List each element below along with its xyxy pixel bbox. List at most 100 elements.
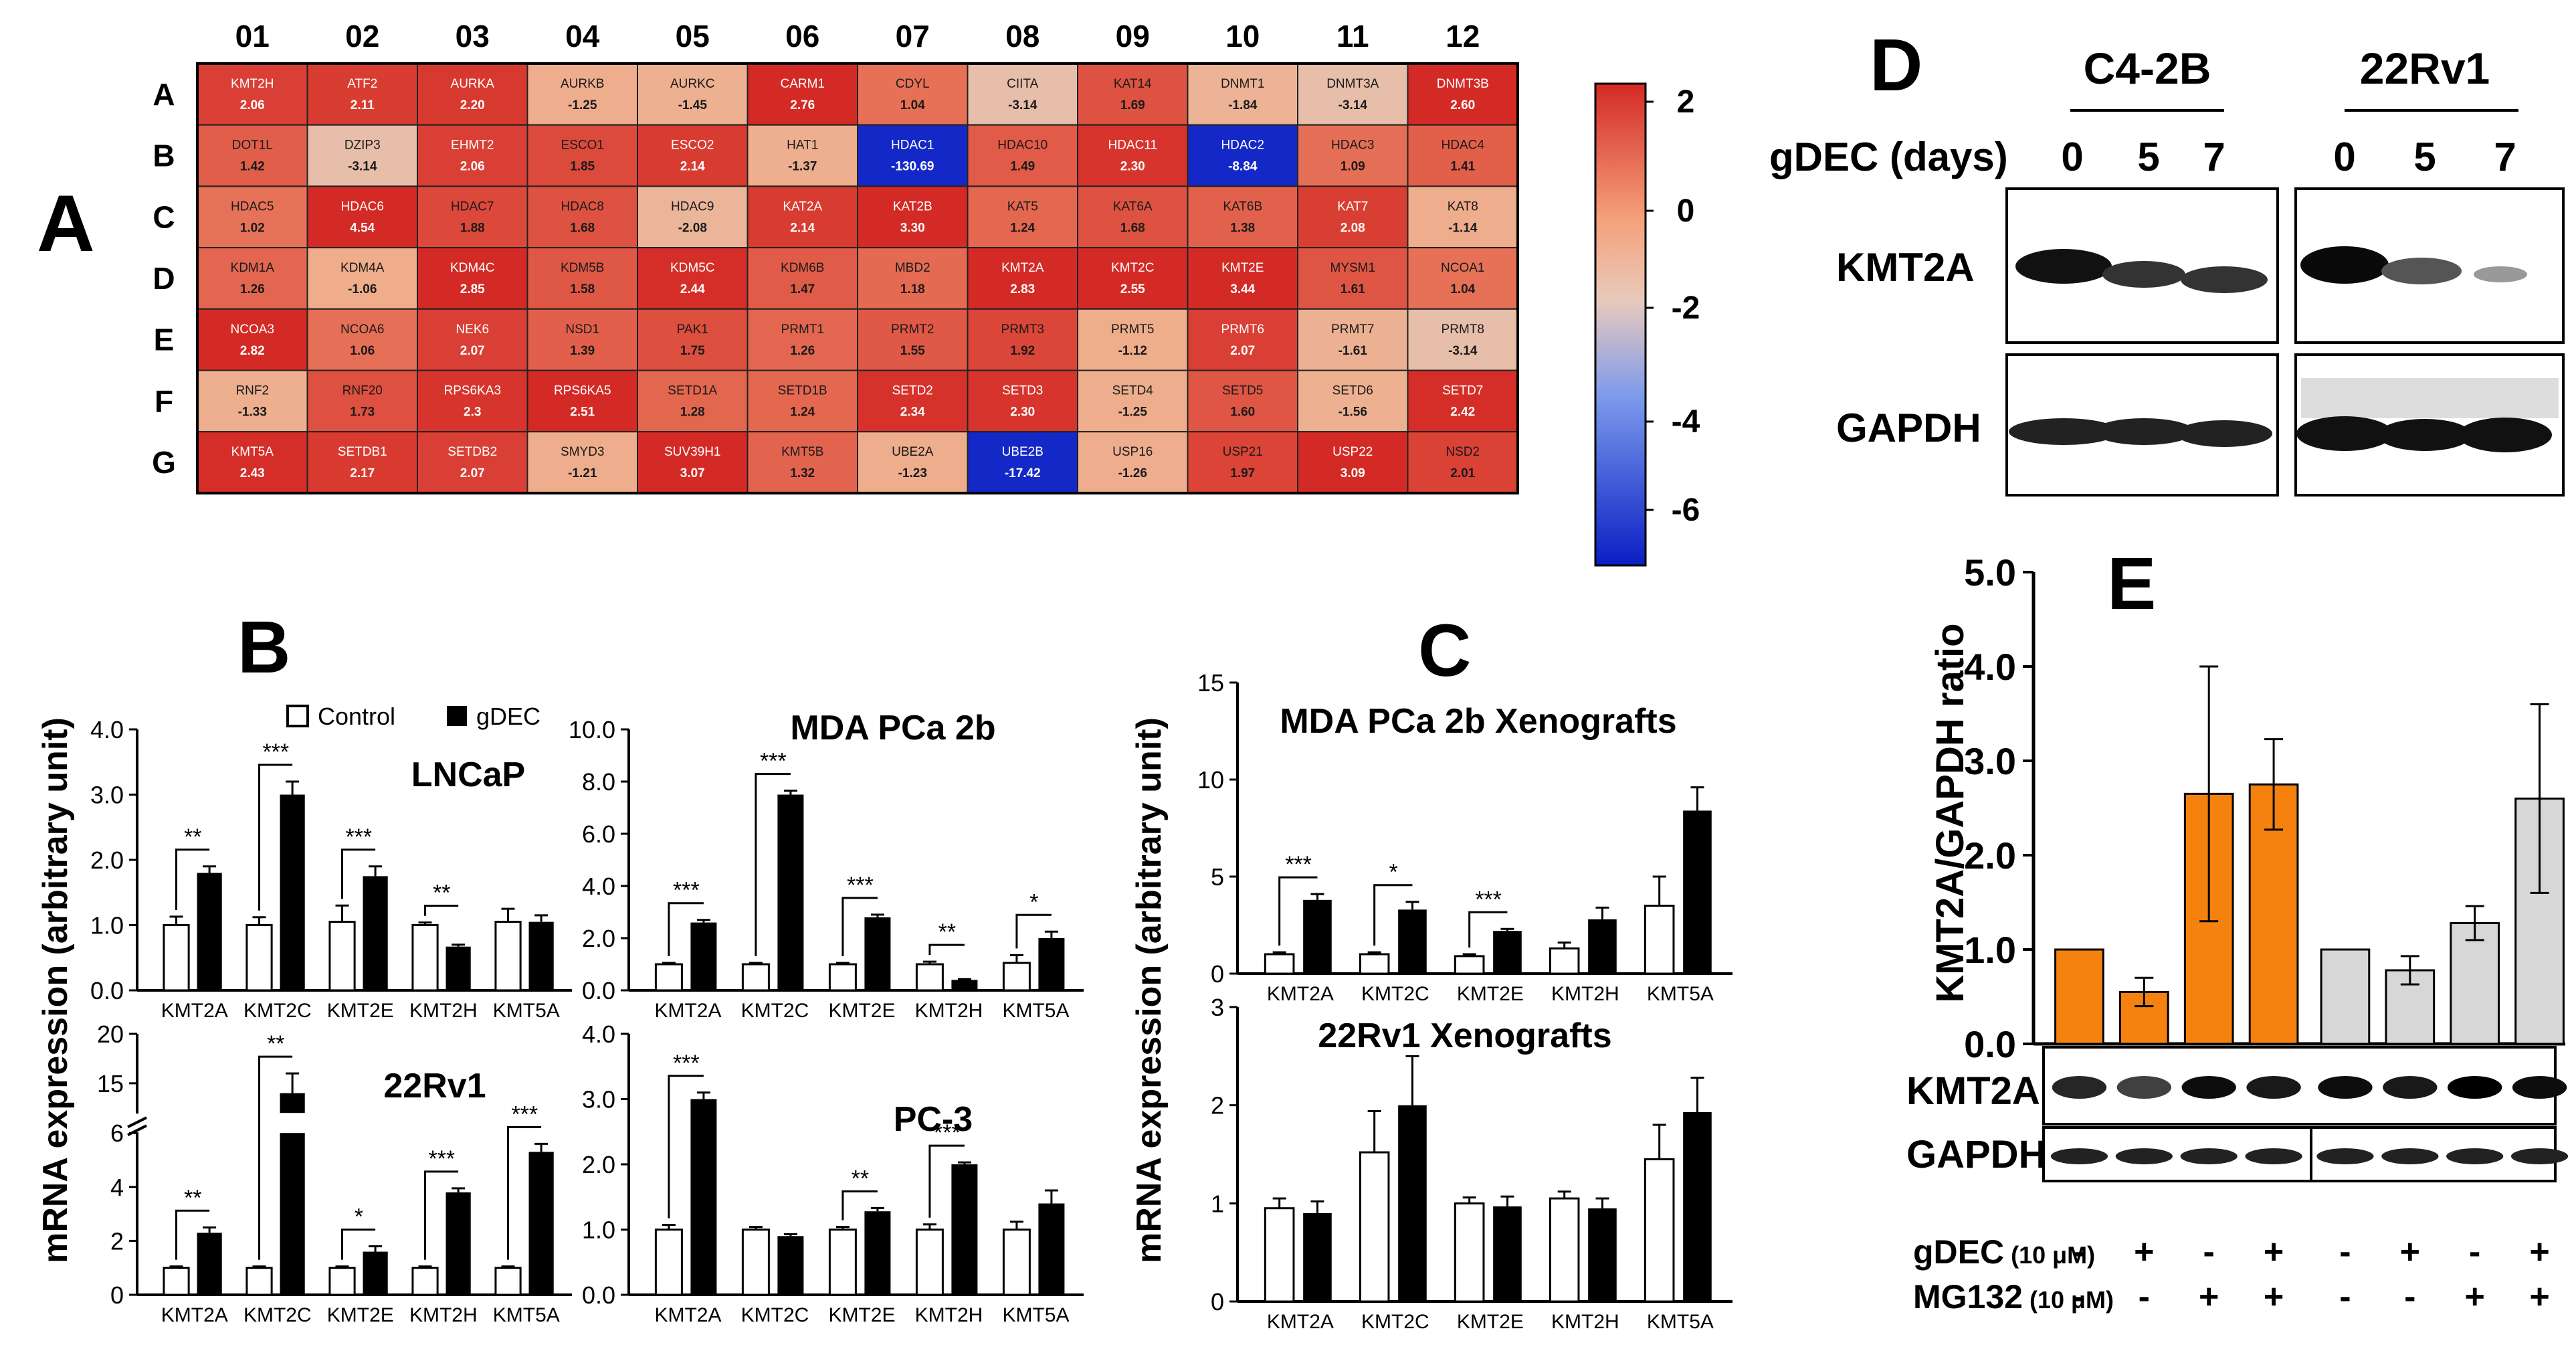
heatmap-cell [1187,431,1298,494]
bar-gdec [1038,1203,1065,1295]
heatmap-cell-value: 2.06 [240,98,265,112]
treatment-signs: - + - + - + - + - - + + - - + + [2074,1233,2550,1316]
bar-control [1454,1202,1485,1303]
heatmap-cell-value: 2.07 [460,466,485,480]
y-tick-label: 3.0 [90,782,124,809]
heatmap-cell [306,431,418,494]
x-category-label: KMT2E [828,1304,895,1326]
heatmap-cell-gene: DNMT1 [1221,77,1264,91]
bar-charts: 0.01.02.03.04.0LNCaPKMT2A**KMT2C***KMT2E… [90,551,2565,1333]
legend-gdec-label: gDEC [476,703,540,730]
heatmap-cell-gene: CIITA [1007,77,1038,91]
bar-gdec [445,946,471,990]
panel-e-bands [2050,1076,2569,1164]
heatmap-cell [306,369,418,433]
heatmap-cell-value: 1.49 [1010,160,1035,174]
y-tick-label: 4.0 [582,1020,615,1048]
blot-band [2300,246,2389,284]
heatmap-cell-gene: DNMT3B [1437,77,1489,91]
blot-band [2378,419,2472,451]
bar-gdec [1683,1111,1712,1301]
y-tick-label: 2.0 [582,925,615,952]
significance-label: *** [1475,887,1502,912]
significance-bracket [928,944,965,956]
heatmap-cell-gene: MYSM1 [1330,261,1375,275]
heatmap-cell [747,308,858,371]
heatmap-cell-value: 2.43 [240,466,265,480]
heatmap-cell-gene: AURKB [561,77,604,91]
bar-control [1002,962,1031,992]
bar-gdec [1398,1105,1427,1301]
y-tick-label: 15 [1197,669,1224,697]
heatmap-cell-value: 1.41 [1450,160,1475,174]
y-tick-label: 20 [97,1020,124,1048]
legend-gdec-swatch [447,706,467,726]
colorbar-bar [1594,82,1647,567]
heatmap-cell [747,124,858,187]
heatmap-cell-gene: DZIP3 [344,139,381,153]
heatmap-cell-value: 2.07 [1230,344,1255,358]
heatmap-cell [637,247,749,310]
heatmap-column-label: 04 [565,19,600,54]
panel-letter-b: B [237,606,290,689]
significance-label: *** [428,1146,455,1172]
bar-control [654,963,683,992]
x-category-label: KMT2H [915,1000,983,1022]
x-category-label: KMT5A [1002,1304,1069,1326]
treatment-gdec-name: gDEC [1913,1233,2004,1271]
significance-bracket [1373,884,1413,946]
treatment-sign: - [2203,1233,2215,1271]
treatment-sign: - [2139,1277,2150,1316]
axis-break-mark [127,1116,147,1128]
bar-gdec [864,1211,891,1295]
heatmap-cell-value: -1.61 [1339,344,1368,358]
heatmap-cell-value: 2.30 [1010,406,1035,420]
y-tick-label: 2.0 [1964,834,2016,877]
heatmap-cell-gene: RNF2 [235,384,269,398]
significance-label: *** [345,824,372,850]
treatment-sign: - [2074,1233,2085,1271]
heatmap-cell-gene: SETD2 [892,384,933,398]
heatmap-cell-gene: EHMT2 [451,139,494,153]
heatmap-cell-value: -1.25 [568,98,597,112]
heatmap-cell-gene: HDAC6 [341,199,384,213]
bar-gdec [363,876,388,990]
y-tick-label: 4.0 [90,716,124,743]
heatmap-cell [747,431,858,494]
heatmap-column-label: 05 [676,19,710,54]
significance-bracket [424,905,459,916]
heatmap-cell-gene: KAT2B [893,199,932,213]
chart-title: PC-3 [894,1100,973,1139]
bar-gdec [1493,1206,1522,1301]
heatmap-cell-gene: SETDB2 [448,445,497,459]
y-tick-label: 10.0 [569,716,615,743]
heatmap-cell-gene: KDM6B [781,261,824,275]
panel-b-ylabel: mRNA expression (arbitrary unit) [36,717,75,1263]
heatmap-cell-gene: SETD5 [1222,384,1263,398]
x-category-label: KMT2A [654,1000,721,1022]
heatmap-cell-value: -1.06 [348,282,377,296]
bar-control [328,1267,356,1296]
heatmap-cell [967,308,1078,371]
significance-bracket [668,1075,704,1219]
heatmap-cell-value: -3.14 [1008,98,1037,112]
heatmap-cell [417,63,528,126]
significance-label: ** [852,1166,869,1191]
x-category-label: KMT2C [243,1000,312,1022]
y-tick-label: 1.0 [582,1217,615,1244]
significance-label: * [1389,860,1397,885]
heatmap-cell [967,431,1078,494]
heatmap-cell [1407,431,1518,494]
heatmap-cell-value: -1.37 [788,160,817,174]
bar-control [654,1229,683,1296]
y-tick-label: 0.0 [582,1281,615,1309]
heatmap-column-label: 08 [1005,19,1039,54]
bar-chart-2: 0 2 4 6 15 20 22Rv1 KMT2A ** KMT2C ** KMT2E * KMT2H **… [97,1020,572,1326]
day-label: 7 [2494,134,2516,179]
bar-control [245,1267,273,1296]
heatmap-cell-value: -3.14 [1448,344,1478,358]
heatmap-border [196,62,1519,495]
bar-gdec [951,980,978,990]
heatmap-cell-value: 1.38 [1230,221,1255,235]
heatmap-cell-value: 2.55 [1120,282,1145,296]
